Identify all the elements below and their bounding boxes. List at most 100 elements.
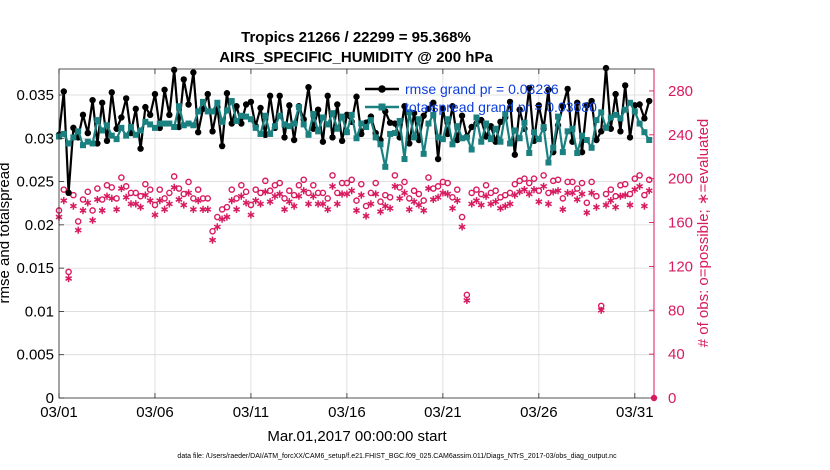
obs-evaluated-point <box>544 200 552 208</box>
totalspread-point <box>147 121 154 128</box>
rmse-point <box>454 136 461 144</box>
rmse-point <box>137 145 144 152</box>
obs-evaluated-point <box>329 182 336 190</box>
totalspread-point <box>156 120 163 127</box>
obs-evaluated-point <box>353 206 360 215</box>
totalspread-point <box>487 136 494 143</box>
y-tick-label-right: 120 <box>668 258 693 275</box>
totalspread-point <box>324 121 331 128</box>
totalspread-point <box>204 108 211 115</box>
obs-possible-point <box>60 186 68 193</box>
obs-evaluated-point <box>477 201 485 209</box>
rmse-point <box>118 114 125 121</box>
totalspread-point <box>363 124 370 131</box>
obs-evaluated-point <box>247 211 255 219</box>
rmse-point <box>641 115 648 122</box>
rmse-point <box>646 97 653 105</box>
x-tick-label: 03/31 <box>616 404 654 421</box>
y-tick-label-right: 0 <box>668 390 676 407</box>
obs-possible-point <box>228 186 236 193</box>
rmse-point <box>122 95 130 102</box>
obs-evaluated-point <box>180 201 188 209</box>
totalspread-point <box>233 117 240 124</box>
obs-possible-point <box>453 186 461 193</box>
totalspread-point <box>151 124 158 131</box>
obs-evaluated-point <box>357 191 365 199</box>
y-tick-label-right: 200 <box>668 171 693 188</box>
obs-possible-point <box>242 188 250 196</box>
totalspread-point <box>627 99 634 106</box>
obs-evaluated-point <box>84 199 92 207</box>
rmse-point <box>305 83 312 91</box>
obs-evaluated-point <box>161 205 169 213</box>
obs-possible-point <box>444 179 451 187</box>
obs-evaluated-point <box>74 226 82 234</box>
rmse-point <box>151 90 159 98</box>
rmse-point <box>290 136 298 144</box>
obs-evaluated-point <box>530 186 538 194</box>
totalspread-point <box>343 129 350 136</box>
obs-possible-point <box>286 187 293 195</box>
rmse-point <box>506 98 514 106</box>
totalspread-point <box>113 136 120 143</box>
y-tick-label-right: 280 <box>668 83 693 100</box>
obs-evaluated-point <box>415 201 423 209</box>
axes: 03/01 03/06 03/11 03/16 03/21 03/26 03/31 0 0.00… <box>16 69 693 421</box>
totalspread-point <box>243 113 250 120</box>
rmse-point <box>482 133 490 140</box>
obs-evaluated-point <box>578 190 586 198</box>
obs-evaluated-point <box>305 200 312 208</box>
obs-evaluated-point <box>170 183 178 191</box>
obs-possible-point <box>468 189 475 197</box>
totalspread-point <box>531 129 538 136</box>
rmse-point <box>324 92 331 100</box>
obs-evaluated-point <box>612 203 620 211</box>
totalspread-point <box>84 138 91 145</box>
obs-evaluated-point <box>636 182 644 190</box>
totalspread-point <box>550 144 557 151</box>
legend-totalspread-label: totalspread grand pr = 0.03080 <box>405 99 597 115</box>
rmse-point <box>209 128 216 135</box>
rmse-point <box>70 124 77 132</box>
rmse-point <box>257 104 264 112</box>
obs-evaluated-point <box>568 189 576 197</box>
obs-possible-point <box>357 180 365 188</box>
obs-evaluated-point <box>281 205 288 213</box>
totalspread-point <box>593 117 600 124</box>
totalspread-point <box>60 130 67 137</box>
rmse-point <box>545 86 552 93</box>
rmse-point <box>314 106 322 113</box>
obs-evaluated-point <box>228 197 236 205</box>
totalspread-point <box>199 98 206 105</box>
obs-evaluated-point <box>597 306 605 314</box>
obs-evaluated-point <box>463 296 471 304</box>
obs-possible-point <box>214 213 221 221</box>
rmse-point <box>439 105 447 113</box>
obs-possible-point <box>166 189 173 197</box>
obs-evaluated-point <box>65 274 73 283</box>
obs-possible-point <box>281 195 288 202</box>
obs-evaluated-point <box>108 194 116 202</box>
totalspread-point <box>631 108 638 115</box>
x-tick-label: 03/26 <box>520 404 558 421</box>
rmse-point <box>391 120 399 127</box>
obs-evaluated-point <box>348 187 356 195</box>
obs-evaluated-point <box>233 205 241 213</box>
totalspread-point <box>65 140 72 147</box>
totalspread-point <box>545 159 552 166</box>
obs-possible-point <box>262 177 269 185</box>
totalspread-point <box>588 144 595 151</box>
obs-possible-point <box>386 194 394 201</box>
obs-possible-point <box>132 189 140 197</box>
rmse-point <box>574 99 581 106</box>
obs-possible-point <box>636 172 643 179</box>
y-tick-label-right: 40 <box>668 346 685 363</box>
totalspread-point <box>161 120 168 127</box>
totalspread-point <box>559 149 566 156</box>
x-tick-label: 03/06 <box>136 404 174 421</box>
totalspread-point <box>329 110 336 117</box>
totalspread-point <box>367 117 374 124</box>
rmse-point <box>564 85 571 93</box>
obs-possible-point <box>362 202 370 210</box>
totalspread-point <box>603 124 610 131</box>
